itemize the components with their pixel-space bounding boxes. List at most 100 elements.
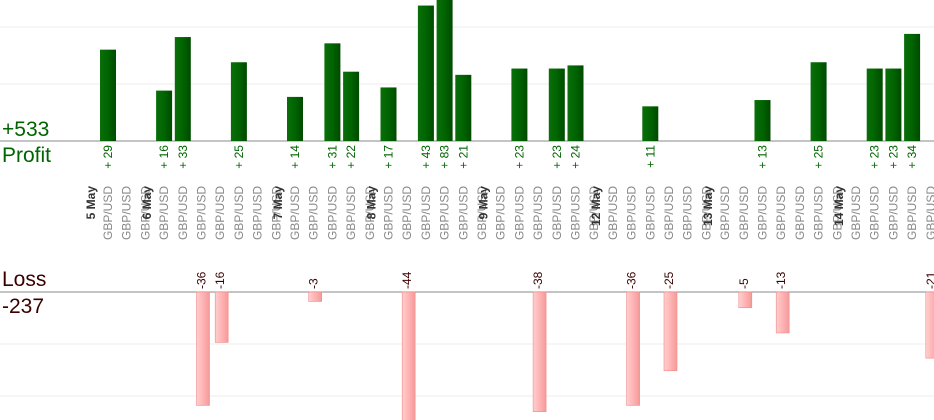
- profit-bar: [100, 49, 116, 141]
- profit-value-label: + 34: [905, 145, 919, 169]
- profit-value-label: + 22: [344, 145, 358, 169]
- category-pair-label: GBP/USD: [307, 186, 321, 240]
- profit-value-label: + 11: [643, 145, 657, 168]
- category-pair-label: GBP/USD: [213, 186, 227, 240]
- profit-value-label: + 24: [569, 145, 583, 169]
- profit-bar: [287, 96, 303, 141]
- profit-bar: [866, 68, 883, 141]
- category-pair-label: GBP/USD: [587, 186, 601, 240]
- category-pair-label: GBP/USD: [531, 186, 545, 240]
- profit-value-label: + 17: [382, 145, 396, 169]
- category-pair-label: GBP/USD: [494, 186, 508, 240]
- category-pair-label: GBP/USD: [569, 186, 583, 240]
- profit-bar: [324, 43, 341, 141]
- profit-total: +533: [2, 118, 50, 141]
- profit-label: Profit: [2, 144, 52, 167]
- profit-bar: [754, 100, 771, 141]
- loss-total: -237: [2, 295, 45, 318]
- category-pair-label: GBP/USD: [344, 186, 358, 240]
- category-pair-label: GBP/USD: [774, 186, 788, 240]
- category-pair-label: GBP/USD: [512, 186, 526, 240]
- category-date-label: 6 May: [140, 186, 154, 220]
- loss-value-label: -44: [400, 271, 414, 289]
- loss-bar: [925, 291, 934, 359]
- category-pair-label: GBP/USD: [419, 186, 433, 240]
- loss-bar: [738, 291, 753, 309]
- category-pair-label: GBP/USD: [737, 186, 751, 240]
- profit-value-label: + 33: [176, 145, 190, 169]
- category-pair-label: GBP/USD: [475, 186, 489, 240]
- category-pair-label: GBP/USD: [325, 186, 339, 240]
- loss-value-label: -21: [924, 271, 934, 289]
- loss-value-label: -36: [625, 271, 639, 289]
- category-pair-label: GBP/USD: [120, 186, 134, 240]
- category-date-label: 12 May: [589, 186, 603, 226]
- category-pair-label: GBP/USD: [830, 186, 844, 240]
- category-date-label: 13 May: [701, 186, 715, 226]
- category-pair-label: GBP/USD: [232, 186, 246, 240]
- category-date-label: 14 May: [832, 186, 846, 226]
- profit-value-label: + 23: [868, 145, 882, 169]
- loss-label: Loss: [2, 268, 47, 291]
- category-pair-label: GBP/USD: [195, 186, 209, 240]
- category-pair-label: GBP/USD: [905, 186, 919, 240]
- profit-value-label: + 29: [101, 145, 115, 169]
- profit-bar: [548, 68, 565, 141]
- profit-value-label: + 23: [886, 145, 900, 169]
- category-pair-label: GBP/USD: [438, 186, 452, 240]
- category-pair-label: GBP/USD: [288, 186, 302, 240]
- profit-bar: [380, 87, 397, 141]
- category-pair-label: GBP/USD: [718, 186, 732, 240]
- loss-bar: [775, 291, 790, 334]
- category-pair-label: GBP/USD: [625, 186, 639, 240]
- category-pair-label: GBP/USD: [101, 186, 115, 240]
- profit-bar: [455, 74, 472, 141]
- profit-value-label: + 43: [419, 145, 433, 169]
- category-pair-label: GBP/USD: [251, 186, 265, 240]
- category-date-label: 5 May: [84, 186, 98, 220]
- loss-bar: [532, 291, 547, 412]
- category-date-label: 7 May: [271, 186, 285, 220]
- category-pair-label: GBP/USD: [699, 186, 713, 240]
- profit-value-label: + 21: [456, 145, 470, 169]
- loss-value-label: -5: [737, 278, 751, 289]
- profit-bar: [904, 33, 921, 141]
- loss-value-label: -13: [774, 271, 788, 289]
- loss-bar: [663, 291, 678, 372]
- category-pair-label: GBP/USD: [400, 186, 414, 240]
- profit-bar: [511, 68, 528, 141]
- category-date-label: 9 May: [477, 186, 491, 220]
- category-date-label: 8 May: [365, 186, 379, 220]
- profit-bar: [343, 71, 360, 141]
- profit-bar: [156, 90, 173, 141]
- category-pair-label: GBP/USD: [924, 186, 934, 240]
- profit-bar: [810, 62, 827, 141]
- category-pair-label: GBP/USD: [812, 186, 826, 240]
- category-pair-label: GBP/USD: [138, 186, 152, 240]
- category-pair-label: GBP/USD: [681, 186, 695, 240]
- category-pair-label: GBP/USD: [662, 186, 676, 240]
- category-pair-label: GBP/USD: [643, 186, 657, 240]
- loss-value-label: -16: [213, 271, 227, 289]
- profit-bar: [885, 68, 902, 141]
- loss-bar: [626, 291, 640, 406]
- profit-bar: [642, 106, 659, 141]
- loss-value-label: -3: [307, 278, 321, 289]
- category-pair-label: GBP/USD: [176, 186, 190, 240]
- profit-bar: [436, 0, 453, 142]
- loss-value-label: -38: [531, 271, 545, 289]
- profit-value-label: + 23: [550, 145, 564, 169]
- category-pair-label: GBP/USD: [550, 186, 564, 240]
- loss-bar: [196, 291, 210, 406]
- profit-bar: [417, 5, 434, 141]
- category-pair-label: GBP/USD: [793, 186, 807, 240]
- profit-bar: [567, 65, 584, 141]
- profit-value-label: + 25: [812, 145, 826, 169]
- category-pair-label: GBP/USD: [456, 186, 470, 240]
- profit-value-label: + 23: [512, 145, 526, 169]
- category-pair-label: GBP/USD: [363, 186, 377, 240]
- loss-bar: [401, 291, 416, 420]
- profit-bar: [230, 62, 247, 141]
- loss-value-label: -25: [662, 271, 676, 289]
